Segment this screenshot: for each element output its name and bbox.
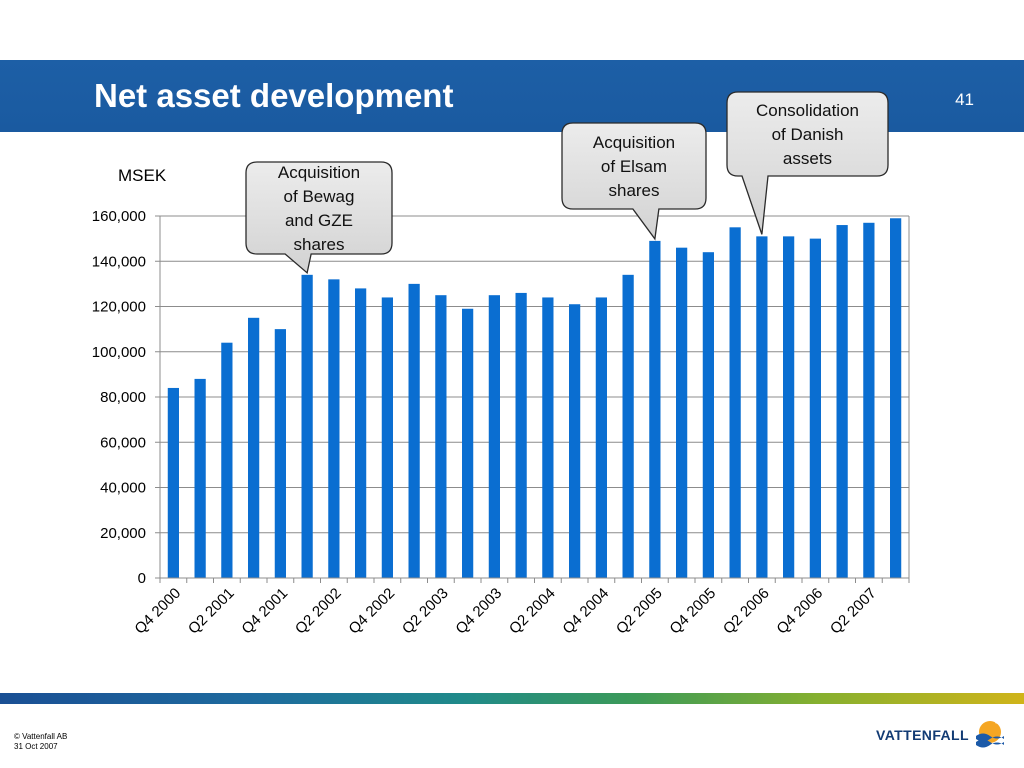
x-tick-labels: Q4 2000 Q2 2001 Q4 2001 Q2 2002 Q4 2002 Q2 20… [131,585,879,638]
callout-text-line: of Bewag [284,187,355,206]
x-tick-label: Q4 2005 [666,585,719,638]
sun-wave-logo-icon [975,721,1004,748]
vattenfall-logo: VATTENFALL [876,720,1005,750]
bar [408,283,420,578]
axes [159,215,910,583]
footer-date: 31 Oct 2007 [14,742,58,751]
bar [435,295,447,578]
bar [783,236,795,579]
bar [649,240,661,578]
bar [248,317,260,578]
bar [542,297,554,578]
callout-bubble [726,91,889,235]
bar [355,288,367,578]
callout-text-line: of Elsam [601,157,667,176]
bar-series [167,218,902,579]
x-tick-label: Q4 2003 [452,585,505,638]
bar [863,222,875,578]
x-tick-label: Q2 2007 [827,585,880,638]
bar [301,274,313,578]
callout-text-line: assets [783,149,832,168]
bar [488,295,500,578]
gridlines [160,215,909,534]
y-tick-label: 20,000 [100,525,146,542]
x-tick-label: Q4 2000 [131,585,184,638]
x-tick-label: Q4 2002 [345,585,398,638]
bar [809,238,821,578]
x-tick-label: Q2 2006 [720,585,773,638]
bar [274,329,286,578]
y-axis-unit-label: MSEK [118,166,167,185]
x-tick-label: Q4 2001 [238,585,291,638]
bar [890,218,902,578]
y-tick-label: 60,000 [100,434,146,451]
callout-bubble [561,122,707,241]
callout-text-line: shares [293,235,344,254]
bar [569,304,581,578]
y-tick-label: 80,000 [100,389,146,406]
bar [676,247,688,579]
callout-text-line: Acquisition [278,163,360,182]
bar [595,297,607,578]
x-tick-label: Q2 2004 [506,585,559,638]
bar [167,387,179,578]
bar [462,308,474,578]
x-tick-label: Q2 2002 [292,585,345,638]
callout-text-line: shares [608,181,659,200]
x-tick-label: Q4 2004 [559,585,612,638]
y-tick-label: 100,000 [92,344,146,361]
bar [381,297,393,578]
bar [756,236,768,579]
y-tick-label: 40,000 [100,480,146,497]
x-tick-label: Q2 2001 [185,585,238,638]
logo-wordmark: VATTENFALL [876,727,969,743]
footer-copyright: © Vattenfall AB 31 Oct 2007 [14,732,67,752]
y-tick-label: 160,000 [92,208,146,225]
footer-color-strip [0,693,1024,704]
callout-text-line: and GZE [285,211,353,230]
callout-text-line: Acquisition [593,133,675,152]
bar [729,227,741,578]
page-number: 41 [955,90,974,109]
annotation-callout: Consolidation of Danish assets [726,91,889,235]
y-tick-labels: 0 20,000 40,000 60,000 80,000 100,000 120,000 1… [92,208,160,587]
callout-text-line: of Danish [772,125,844,144]
bar [702,252,714,578]
bar [328,279,340,578]
y-tick-label: 140,000 [92,253,146,270]
callout-text-line: Consolidation [756,101,859,120]
annotation-callout: Acquisition of Elsam shares [561,122,707,241]
x-tick-label: Q4 2006 [773,585,826,638]
bar [221,342,233,578]
y-tick-label: 120,000 [92,299,146,316]
bar [622,274,634,578]
annotation-callout: Acquisition of Bewag and GZE shares [245,161,393,275]
copyright-text: © Vattenfall AB [14,732,68,741]
y-tick-label: 0 [138,570,146,587]
x-tick-label: Q2 2003 [399,585,452,638]
bar [836,225,848,579]
bar [194,378,206,578]
slide-title: Net asset development [94,77,454,114]
bar [515,292,527,578]
x-tick-label: Q2 2005 [613,585,666,638]
callout-bubble [245,161,393,275]
